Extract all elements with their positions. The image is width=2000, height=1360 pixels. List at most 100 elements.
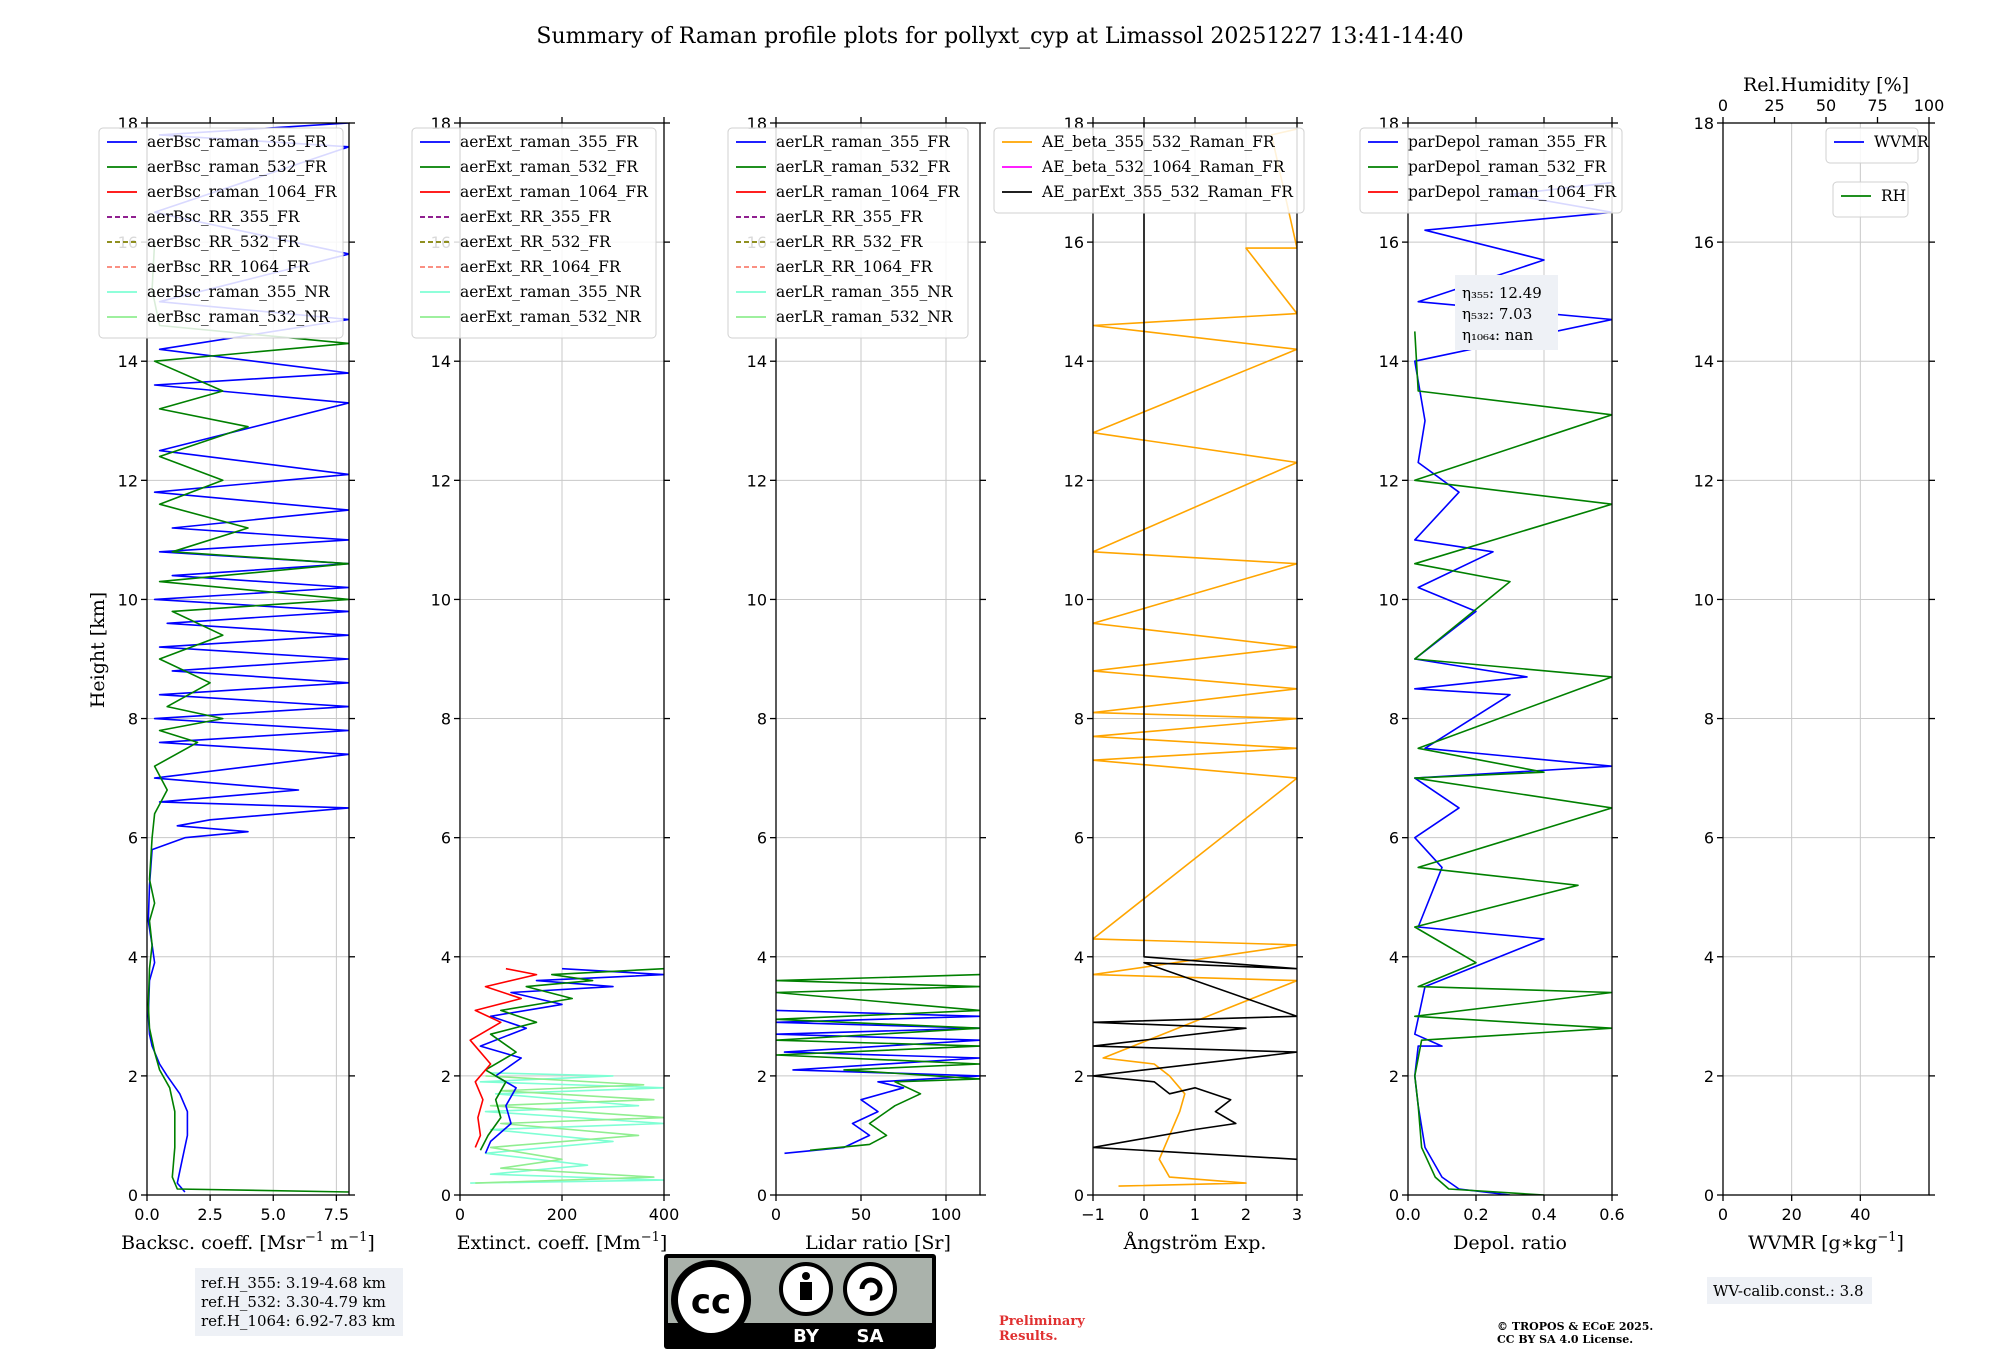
legend-depol: parDepol_raman_355_FR parDepol_raman_532_… (1359, 127, 1623, 214)
top-axis-label: Rel.Humidity [%] (1743, 74, 1909, 96)
xlabel-sup1: −1 (1877, 1230, 1896, 1245)
legend-label: aerBsc_raman_532_NR (147, 308, 331, 326)
xlabel-mid: m (324, 1232, 348, 1254)
legend-angstrom: AE_beta_355_532_Raman_FR AE_beta_532_1064… (993, 127, 1305, 214)
eta-value: η₁₀₆₄: nan (1462, 326, 1533, 344)
x-tick-label: 0 (1718, 1205, 1728, 1224)
y-tick-label: 12 (747, 471, 767, 490)
legend-label: aerExt_RR_532_FR (460, 233, 612, 251)
x-tick-label: 3 (1292, 1205, 1302, 1224)
y-tick-label: 10 (118, 590, 138, 609)
legend-label: aerLR_RR_1064_FR (776, 258, 934, 276)
axes-frame (146, 122, 350, 1196)
y-tick-label: 0 (1074, 1186, 1084, 1205)
y-tick-label: 4 (128, 948, 138, 967)
x-tick-label: 40 (1850, 1205, 1870, 1224)
y-tick-label: 2 (757, 1067, 767, 1086)
series-group (1414, 181, 1612, 1195)
y-tick-label: 12 (1064, 471, 1084, 490)
x-tick-label: 100 (931, 1205, 962, 1224)
wv-calib-bg (1707, 1277, 1872, 1304)
top-x-tick-label: 100 (1914, 96, 1945, 115)
series-parDepol_raman_532_FR (1414, 331, 1612, 1195)
y-tick-label: 14 (1694, 352, 1714, 371)
x-tick-label: 0.0 (1395, 1205, 1420, 1224)
top-x-tick-label: 75 (1867, 96, 1887, 115)
legend-backscatter: aerBsc_raman_355_FR aerBsc_raman_532_FRae… (98, 127, 344, 339)
series-group (776, 973, 980, 1155)
y-tick-label: 14 (1064, 352, 1084, 371)
x-tick-label: 0.2 (1463, 1205, 1488, 1224)
y-tick-label: 6 (1074, 829, 1084, 848)
y-tick-label: 6 (441, 829, 451, 848)
legend-box (411, 127, 657, 339)
by-person-body (800, 1282, 812, 1300)
copyright-line-2: CC BY SA 4.0 License. (1497, 1333, 1633, 1346)
legend-box (1359, 127, 1623, 214)
ref-height-box: ref.H_355: 3.19-4.68 km ref.H_532: 3.30-… (195, 1268, 403, 1336)
x-tick-label: 0 (455, 1205, 465, 1224)
x-tick-label: 2 (1241, 1205, 1251, 1224)
y-tick-label: 8 (757, 710, 767, 729)
legend-box (98, 127, 344, 339)
legend-wvmr: WVMR (1825, 127, 1930, 164)
legend-label: parDepol_raman_355_FR (1408, 133, 1608, 151)
x-axis-label: Ångström Exp. (1123, 1232, 1267, 1254)
copyright-line-1: © TROPOS & ECoE 2025. (1497, 1320, 1653, 1333)
figure-title: Summary of Raman profile plots for polly… (536, 24, 1463, 49)
y-tick-label: 14 (747, 352, 767, 371)
xlabel-main: Extinct. coeff. [Mm (457, 1232, 641, 1254)
y-tick-label: 10 (747, 590, 767, 609)
series-group (1093, 123, 1297, 1187)
series-aerExt_raman_355_FR (479, 967, 664, 1154)
y-tick-label: 16 (1379, 233, 1399, 252)
x-tick-label: 0.0 (134, 1205, 159, 1224)
y-tick-label: 4 (757, 948, 767, 967)
wv-calib-text: WV-calib.const.: 3.8 (1713, 1282, 1864, 1300)
legend-label: aerLR_raman_532_FR (776, 158, 951, 176)
legend-label: RH (1881, 187, 1906, 205)
eta-box-bg (1455, 275, 1558, 350)
legend-label: aerBsc_RR_355_FR (147, 208, 301, 226)
y-tick-label: 10 (431, 590, 451, 609)
x-tick-label: 400 (649, 1205, 680, 1224)
legend-label: aerBsc_raman_532_FR (147, 158, 328, 176)
eta-value: η₅₃₂: 7.03 (1462, 305, 1532, 323)
legend-label: aerLR_RR_532_FR (776, 233, 924, 251)
series-group (469, 967, 664, 1184)
sa-share-icon (843, 1262, 897, 1316)
cc-logo-icon (678, 1267, 744, 1333)
ref-height-1064: ref.H_1064: 6.92-7.83 km (201, 1312, 395, 1330)
y-tick-label: 10 (1379, 590, 1399, 609)
legend-label: aerBsc_RR_1064_FR (147, 258, 311, 276)
legend-wvmr: RH (1832, 181, 1909, 218)
y-tick-label: 16 (1064, 233, 1084, 252)
xlabel-end: ] (367, 1232, 374, 1254)
legend-label: parDepol_raman_532_FR (1408, 158, 1608, 176)
legend-box (727, 127, 969, 339)
xlabel-sup1: −1 (305, 1230, 324, 1245)
legend-label: aerExt_raman_1064_FR (460, 183, 649, 201)
series-aerBsc_raman_532_FR (147, 242, 349, 1193)
y-tick-label: 18 (1694, 114, 1714, 133)
x-tick-label: 0.6 (1599, 1205, 1624, 1224)
y-tick-label: 4 (1389, 948, 1399, 967)
cc-license-badge: cc BY SA (664, 1254, 936, 1349)
cc-logo-text: cc (691, 1282, 731, 1322)
x-tick-label: 2.5 (197, 1205, 222, 1224)
series-parDepol_raman_355_FR (1414, 181, 1612, 1195)
eta-box: η₃₅₅: 12.49 η₅₃₂: 7.03 η₁₀₆₄: nan (1455, 275, 1558, 350)
legend-label: aerBsc_raman_355_NR (147, 283, 331, 301)
panel-lidar_ratio: 024681012141618050100Lidar ratio [Sr]aer… (727, 114, 986, 1254)
legend-label: aerExt_raman_355_FR (460, 133, 639, 151)
eta-value: η₃₅₅: 12.49 (1462, 284, 1542, 302)
xlabel-sup2: −1 (348, 1230, 367, 1245)
y-tick-label: 2 (441, 1067, 451, 1086)
x-tick-label: 200 (547, 1205, 578, 1224)
x-tick-label: 5.0 (261, 1205, 286, 1224)
legend-label: aerLR_RR_355_FR (776, 208, 924, 226)
legend-label: aerExt_RR_1064_FR (460, 258, 622, 276)
